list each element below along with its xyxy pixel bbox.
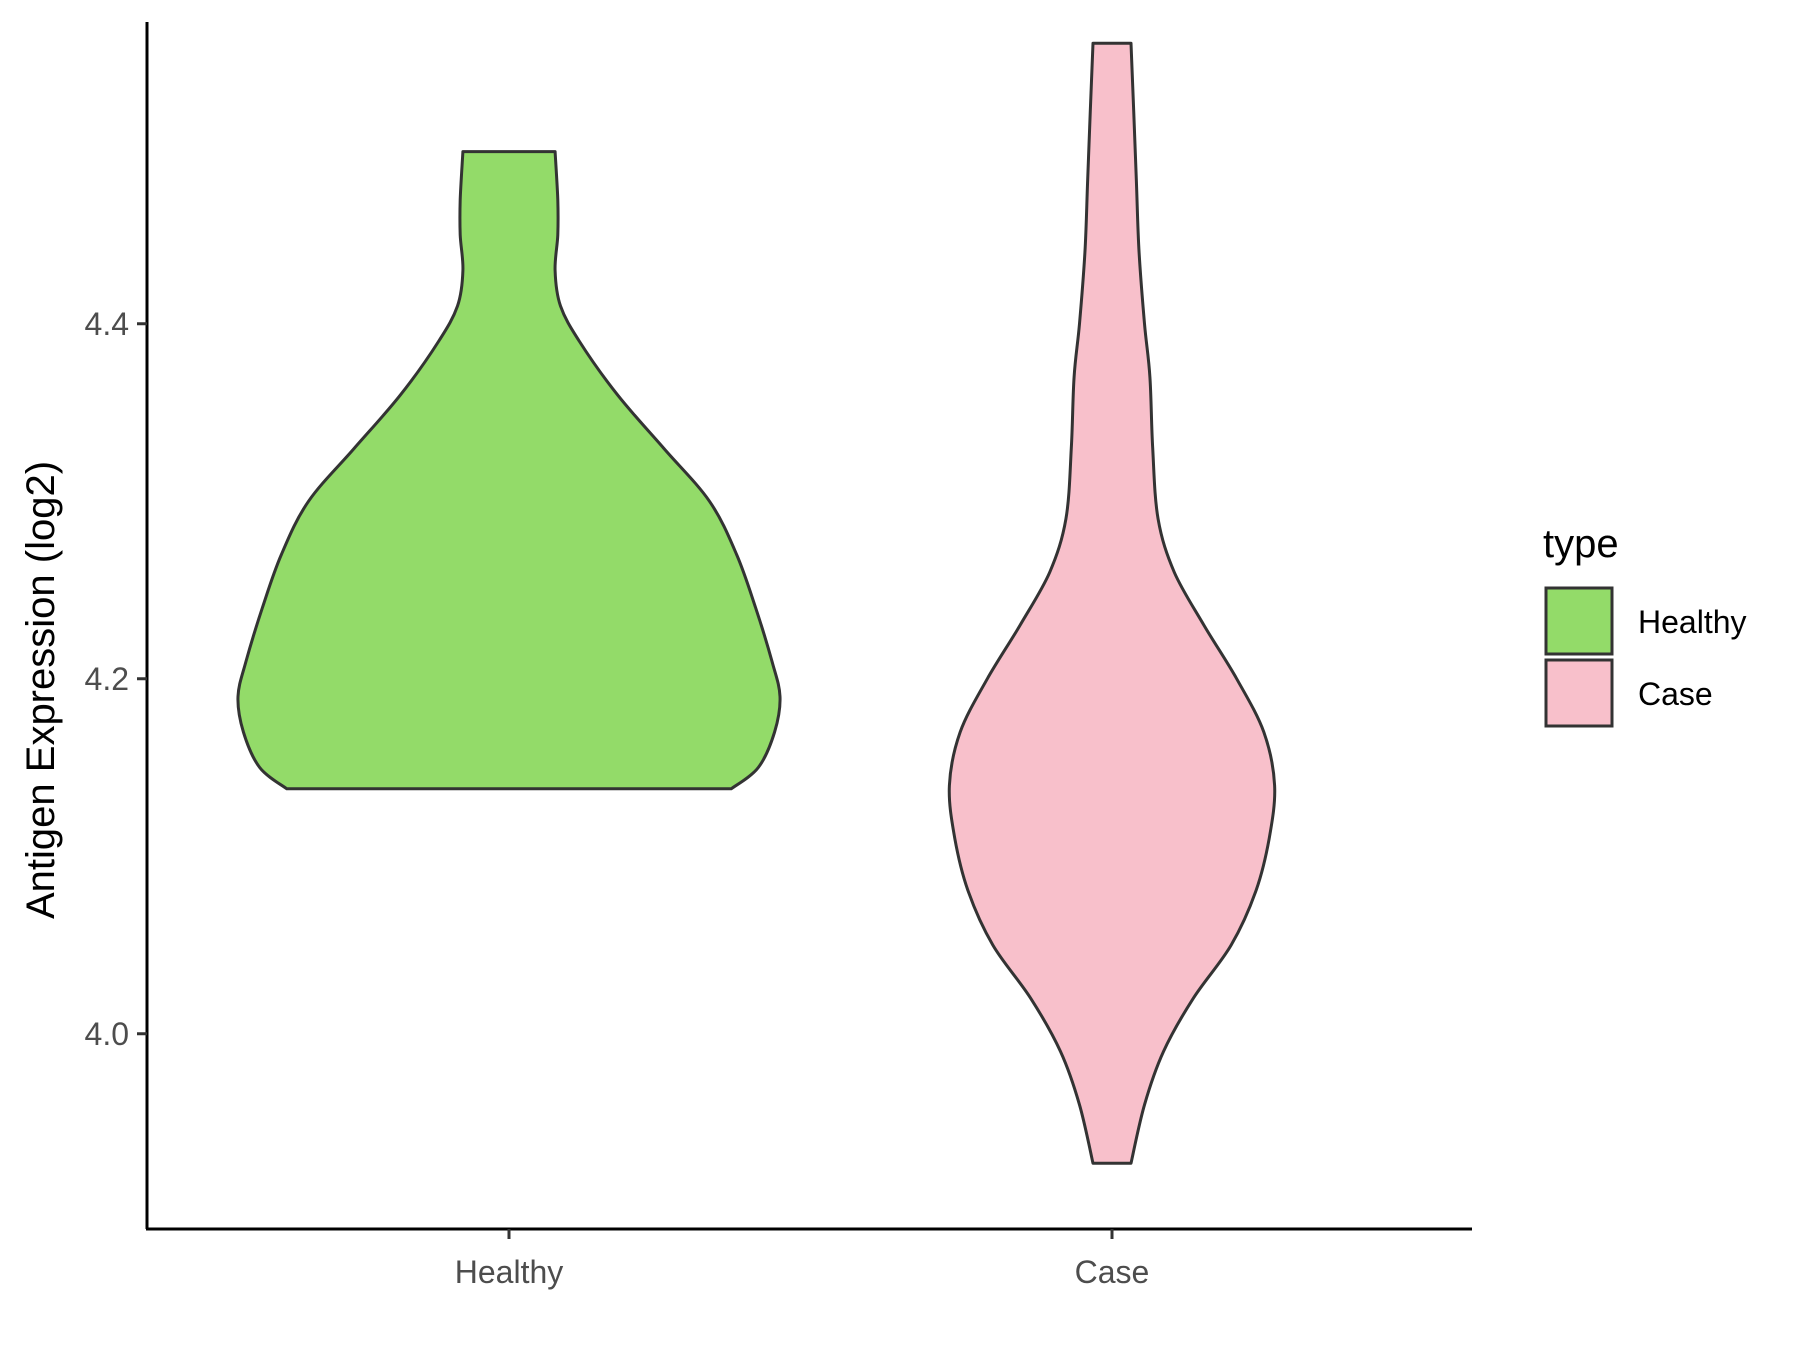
y-tick-label: 4.0: [85, 1016, 129, 1052]
axes: [145, 22, 1472, 1231]
legend-key-healthy: [1544, 586, 1614, 656]
legend-label-case: Case: [1638, 676, 1713, 712]
legend-key-case: [1544, 658, 1614, 728]
legend-label-healthy: Healthy: [1638, 604, 1747, 640]
x-tick-label: Case: [1075, 1254, 1150, 1290]
x-ticks: Healthy Case: [455, 1229, 1150, 1290]
legend-items: Healthy Case: [1544, 586, 1747, 728]
violin-case: [947, 41, 1277, 1165]
plot-area: [236, 41, 1277, 1165]
y-axis-title: Antigen Expression (log2): [19, 461, 63, 919]
violin-healthy: [236, 150, 782, 791]
legend: type Healthy Case: [1543, 522, 1747, 728]
legend-title: type: [1543, 522, 1619, 566]
x-tick-label: Healthy: [455, 1254, 564, 1290]
y-tick-label: 4.2: [85, 661, 129, 697]
y-tick-label: 4.4: [85, 306, 129, 342]
y-ticks: 4.0 4.2 4.4: [85, 306, 147, 1052]
